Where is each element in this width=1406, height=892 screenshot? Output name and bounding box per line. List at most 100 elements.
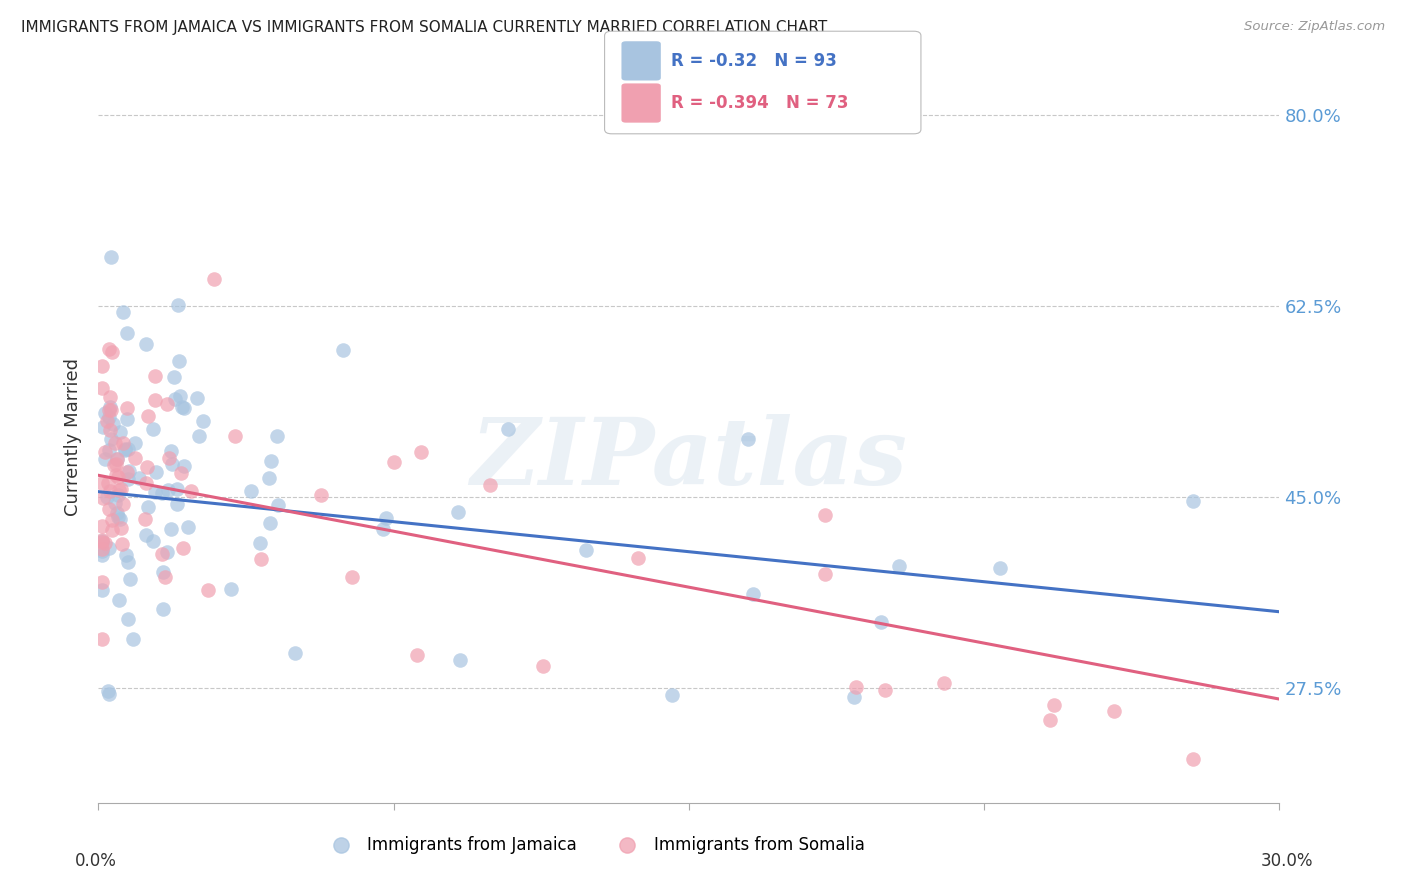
Point (111, 435, 134, 450)
Point (101, 523, 124, 537)
Point (115, 401, 138, 415)
Point (143, 368, 166, 383)
Point (661, 688, 683, 702)
Point (136, 460, 159, 475)
Point (91, 381, 114, 395)
Point (98, 541, 121, 555)
Point (309, 488, 332, 502)
Point (124, 451, 146, 466)
Point (737, 433, 759, 447)
Point (160, 457, 183, 471)
Point (98, 423, 121, 437)
Point (169, 353, 191, 368)
Point (165, 392, 187, 406)
Point (135, 528, 157, 542)
Point (135, 475, 157, 490)
Point (107, 488, 129, 502)
Point (447, 505, 470, 519)
Point (121, 632, 143, 647)
Point (219, 582, 242, 597)
Point (91, 533, 114, 547)
Point (136, 409, 159, 424)
Point (107, 470, 129, 484)
Point (97, 684, 120, 698)
Point (988, 560, 1011, 574)
Point (143, 392, 166, 407)
Point (145, 465, 167, 479)
Point (384, 455, 406, 469)
Point (110, 521, 132, 535)
Point (117, 464, 139, 478)
Point (115, 412, 138, 426)
Point (170, 466, 193, 480)
Point (188, 429, 211, 443)
Point (249, 536, 271, 550)
Point (186, 391, 208, 405)
Point (117, 326, 139, 341)
Point (115, 548, 138, 562)
Point (93, 491, 115, 506)
Point (97, 475, 120, 490)
Point (124, 436, 146, 450)
Point (1181, 494, 1204, 508)
Point (156, 397, 179, 411)
Point (114, 442, 136, 457)
Point (1182, 752, 1205, 766)
Point (100, 432, 122, 446)
Point (103, 458, 125, 472)
Point (531, 658, 554, 673)
Point (172, 541, 194, 556)
Point (870, 615, 893, 630)
Point (111, 304, 134, 318)
Point (150, 486, 173, 500)
Point (97, 402, 120, 417)
Point (373, 522, 395, 536)
Point (170, 400, 193, 414)
Point (166, 497, 188, 511)
Point (98, 401, 121, 415)
Point (250, 552, 273, 566)
Point (96, 490, 118, 504)
Text: IMMIGRANTS FROM JAMAICA VS IMMIGRANTS FROM SOMALIA CURRENTLY MARRIED CORRELATION: IMMIGRANTS FROM JAMAICA VS IMMIGRANTS FR… (21, 20, 827, 35)
Point (478, 478, 501, 492)
Point (134, 512, 156, 526)
Point (110, 537, 132, 551)
Point (91, 419, 114, 434)
Point (117, 612, 139, 626)
Text: ZIPatlas: ZIPatlas (471, 414, 907, 504)
Point (284, 646, 307, 660)
Point (94, 445, 117, 459)
Point (340, 570, 363, 584)
Text: R = -0.32   N = 93: R = -0.32 N = 93 (671, 52, 837, 70)
Legend: Immigrants from Jamaica, Immigrants from Somalia: Immigrants from Jamaica, Immigrants from… (318, 829, 872, 860)
Point (224, 429, 246, 443)
Point (105, 457, 128, 471)
Point (117, 442, 139, 457)
Point (100, 250, 122, 264)
Point (152, 602, 174, 616)
Point (142, 422, 165, 436)
Point (842, 690, 865, 705)
Point (142, 533, 165, 548)
Text: R = -0.394   N = 73: R = -0.394 N = 73 (671, 94, 848, 112)
Point (260, 454, 283, 468)
Point (91, 582, 114, 597)
Point (94, 536, 117, 550)
Point (375, 511, 398, 525)
Point (98, 501, 121, 516)
Point (160, 443, 183, 458)
Point (117, 472, 139, 486)
Point (259, 516, 281, 530)
Point (742, 587, 765, 601)
Point (136, 500, 159, 514)
Point (240, 484, 263, 499)
Point (173, 401, 195, 415)
Point (128, 471, 150, 485)
Point (98, 390, 121, 404)
Point (101, 345, 124, 359)
Point (114, 442, 136, 456)
Point (160, 522, 183, 536)
Point (169, 389, 191, 403)
Point (267, 498, 290, 512)
Point (118, 573, 141, 587)
